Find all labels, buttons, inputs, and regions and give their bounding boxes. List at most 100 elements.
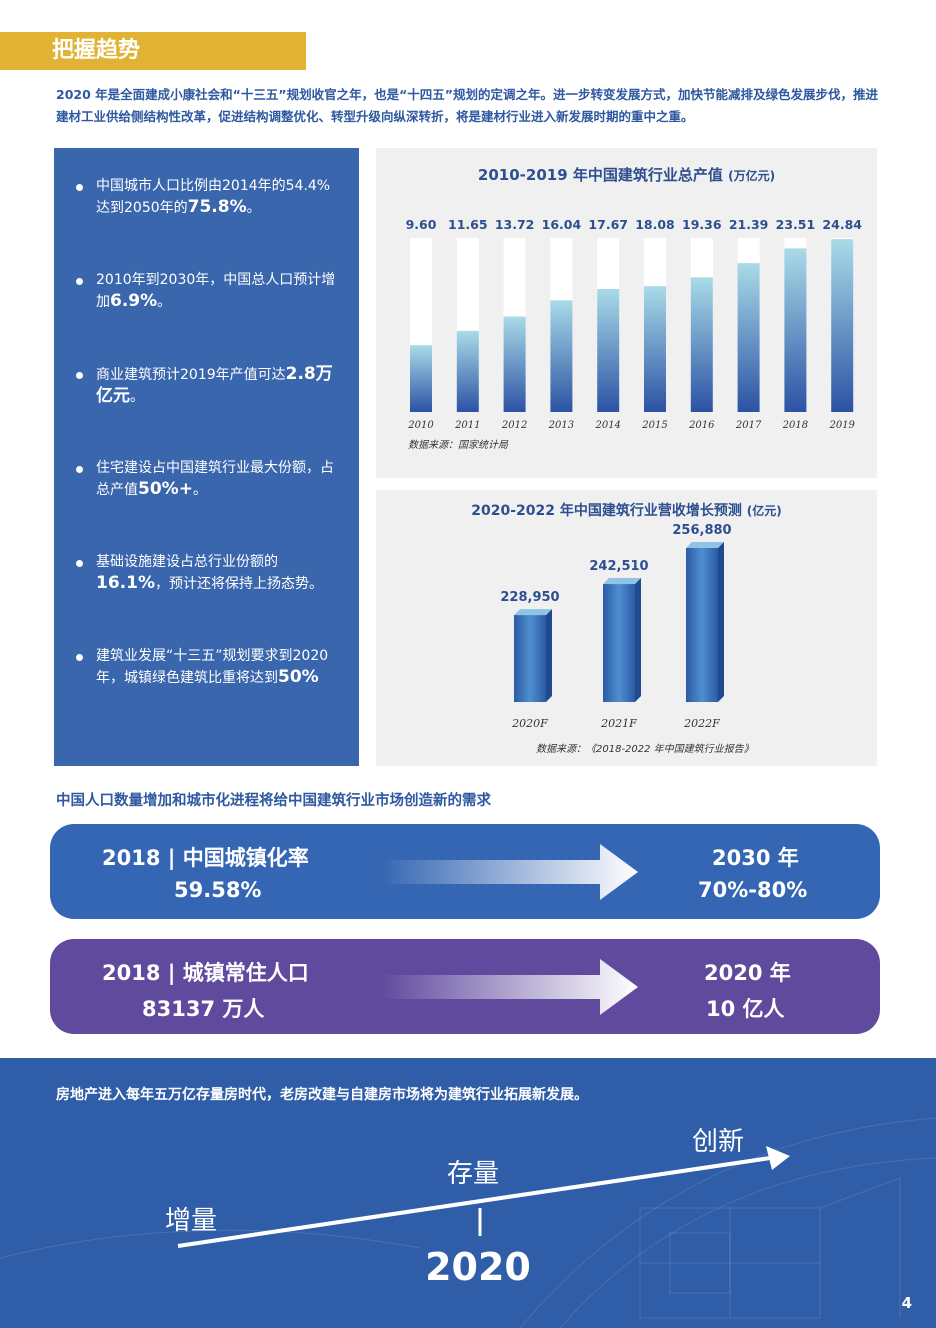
tick-label: 2016 <box>688 420 715 431</box>
fact-highlight: 16.1% <box>96 573 155 593</box>
tick-label: 2021F <box>600 717 637 730</box>
band1-right-top: 2030 年 <box>712 846 799 870</box>
bar <box>597 289 620 412</box>
value-label: 23.51 <box>776 217 816 232</box>
tick-label: 2011 <box>454 420 480 431</box>
value-label: 13.72 <box>495 217 535 232</box>
tick-label: 2015 <box>641 420 667 431</box>
fact-text: 中国城市人口比例由2014年的54.4% 达到2050年的 <box>96 178 331 216</box>
band1-left-top: 2018 | 中国城镇化率 <box>102 846 309 870</box>
value-label: 17.67 <box>588 217 628 232</box>
fact-text: 建筑业发展“十三五”规划要求到2020年，城镇绿色建筑比重将达到 <box>96 648 329 686</box>
value-label: 18.08 <box>635 217 675 232</box>
stage-innovation: 创新 <box>692 1127 744 1157</box>
bottom-text: 房地产进入每年五万亿存量房时代，老房改建与自建房市场将为建筑行业拓展新发展。 <box>56 1087 588 1103</box>
facts-panel: 中国城市人口比例由2014年的54.4% 达到2050年的75.8%。 2010年… <box>54 148 359 766</box>
bar <box>686 548 718 702</box>
chart-output-value: 2010-2019 年中国建筑行业总产值 (万亿元) 9.60 2010 11.65… <box>376 148 877 478</box>
value-label: 24.84 <box>822 217 862 232</box>
fact-highlight: 75.8% <box>187 197 247 217</box>
tick-label: 2018 <box>782 420 808 431</box>
fact-tail: 。 <box>130 389 144 405</box>
value-label: 228,950 <box>500 590 559 605</box>
bar-side <box>718 542 724 702</box>
band2-left-top: 2018 | 城镇常住人口 <box>102 961 309 985</box>
bar <box>514 615 546 702</box>
value-label: 21.39 <box>729 217 769 232</box>
chart1-source: 数据来源：国家统计局 <box>408 440 508 451</box>
bar <box>831 239 854 412</box>
arrow-right-icon <box>380 844 638 900</box>
fact-tail: ，预计还将保持上扬态势。 <box>154 576 323 592</box>
fact-item: 基础设施建设占总行业份额的 16.1%，预计还将保持上扬态势。 <box>76 552 337 646</box>
value-label: 11.65 <box>448 217 488 232</box>
chart2-title: 2020-2022 年中国建筑行业营收增长预测 <box>471 503 742 519</box>
bar <box>603 584 635 702</box>
bar-top <box>603 578 641 585</box>
fact-tail: 。 <box>192 482 207 498</box>
chart2-source: 数据来源：《2018-2022 年中国建筑行业报告》 <box>536 744 754 755</box>
bottom-panel: 房地产进入每年五万亿存量房时代，老房改建与自建房市场将为建筑行业拓展新发展。 增… <box>0 1058 936 1328</box>
chart2-svg: 228,950 2020F 242,510 2021F 256,880 2022F <box>500 523 731 730</box>
tick-label: 2013 <box>548 420 574 431</box>
bar-side <box>546 609 552 702</box>
bar-top <box>514 609 552 616</box>
band1-left-bottom: 59.58% <box>174 878 262 902</box>
year-label: 2020 <box>425 1245 531 1289</box>
bar <box>503 316 526 412</box>
trend-diagram: 增量 存量 创新 2020 <box>165 1127 790 1289</box>
intro-paragraph: 2020 年是全面建成小康社会和“十三五”规划收官之年，也是“十四五”规划的定调… <box>56 87 879 124</box>
bar-top <box>686 542 724 548</box>
bar <box>410 345 432 412</box>
urbanization-band: 2018 | 中国城镇化率 59.58% 2030 年 70%-80% <box>50 824 880 919</box>
fact-highlight: 50%+ <box>138 479 193 499</box>
tick-label: 2019 <box>828 420 855 431</box>
bar <box>550 300 573 412</box>
chart2-unit: (亿元) <box>746 504 782 518</box>
bar <box>737 263 760 412</box>
fact-item: 中国城市人口比例由2014年的54.4% 达到2050年的75.8%。 <box>76 176 337 270</box>
demand-heading: 中国人口数量增加和城市化进程将给中国建筑行业市场创造新的需求 <box>56 793 491 809</box>
value-label: 19.36 <box>682 217 722 232</box>
urban-population-band: 2018 | 城镇常住人口 83137 万人 2020 年 10 亿人 <box>50 939 880 1034</box>
value-label: 242,510 <box>589 559 648 574</box>
bar <box>784 248 807 412</box>
bar-side <box>635 578 641 702</box>
band1-right-bottom: 70%-80% <box>698 878 808 902</box>
stage-increment: 增量 <box>165 1206 217 1236</box>
trend-arrow-icon <box>766 1146 790 1170</box>
tick-label: 2010 <box>407 420 434 431</box>
band2-right-top: 2020 年 <box>704 961 791 985</box>
chart-revenue-forecast: 2020-2022 年中国建筑行业营收增长预测 (亿元) 228,950 2020… <box>376 490 877 766</box>
tick-label: 2020F <box>511 717 548 730</box>
fact-item: 商业建筑预计2019年产值可达2.8万亿元。 <box>76 364 337 458</box>
fact-text: 商业建筑预计2019年产值可达 <box>96 367 286 383</box>
fact-highlight: 50% <box>278 667 319 687</box>
stage-stock: 存量 <box>447 1159 499 1189</box>
band2-left-bottom: 83137 万人 <box>142 997 265 1021</box>
trend-line <box>177 1156 771 1248</box>
fact-item: 建筑业发展“十三五”规划要求到2020年，城镇绿色建筑比重将达到50% <box>76 646 337 740</box>
tick-label: 2022F <box>683 717 720 730</box>
chart1-svg: 9.60 2010 11.65 2011 13.72 2012 16.04 2013 17.67… <box>406 217 863 431</box>
tick-label: 2012 <box>501 420 527 431</box>
fact-item: 2010年到2030年，中国总人口预计增加6.9%。 <box>76 270 337 364</box>
fact-text: 基础设施建设占总行业份额的 <box>96 554 278 570</box>
value-label: 256,880 <box>672 523 731 538</box>
bar <box>456 330 479 412</box>
band2-right-bottom: 10 亿人 <box>706 997 785 1021</box>
fact-tail: 。 <box>246 200 261 216</box>
bar <box>690 277 713 412</box>
blueprint-background <box>0 1117 936 1328</box>
fact-text: 住宅建设占中国建筑行业最大份额，占总产值 <box>96 460 334 498</box>
section-title: 把握趋势 <box>0 32 306 70</box>
fact-item: 住宅建设占中国建筑行业最大份额，占总产值50%+。 <box>76 458 337 552</box>
page-number: 4 <box>901 1294 912 1312</box>
fact-text: 2010年到2030年，中国总人口预计增加 <box>96 272 336 310</box>
bar <box>644 286 666 412</box>
tick-label: 2017 <box>735 420 762 431</box>
fact-highlight: 6.9% <box>110 291 158 311</box>
value-label: 16.04 <box>542 217 582 232</box>
fact-highlight: 2.8万亿元 <box>96 364 333 406</box>
arrow-right-icon <box>380 959 638 1015</box>
